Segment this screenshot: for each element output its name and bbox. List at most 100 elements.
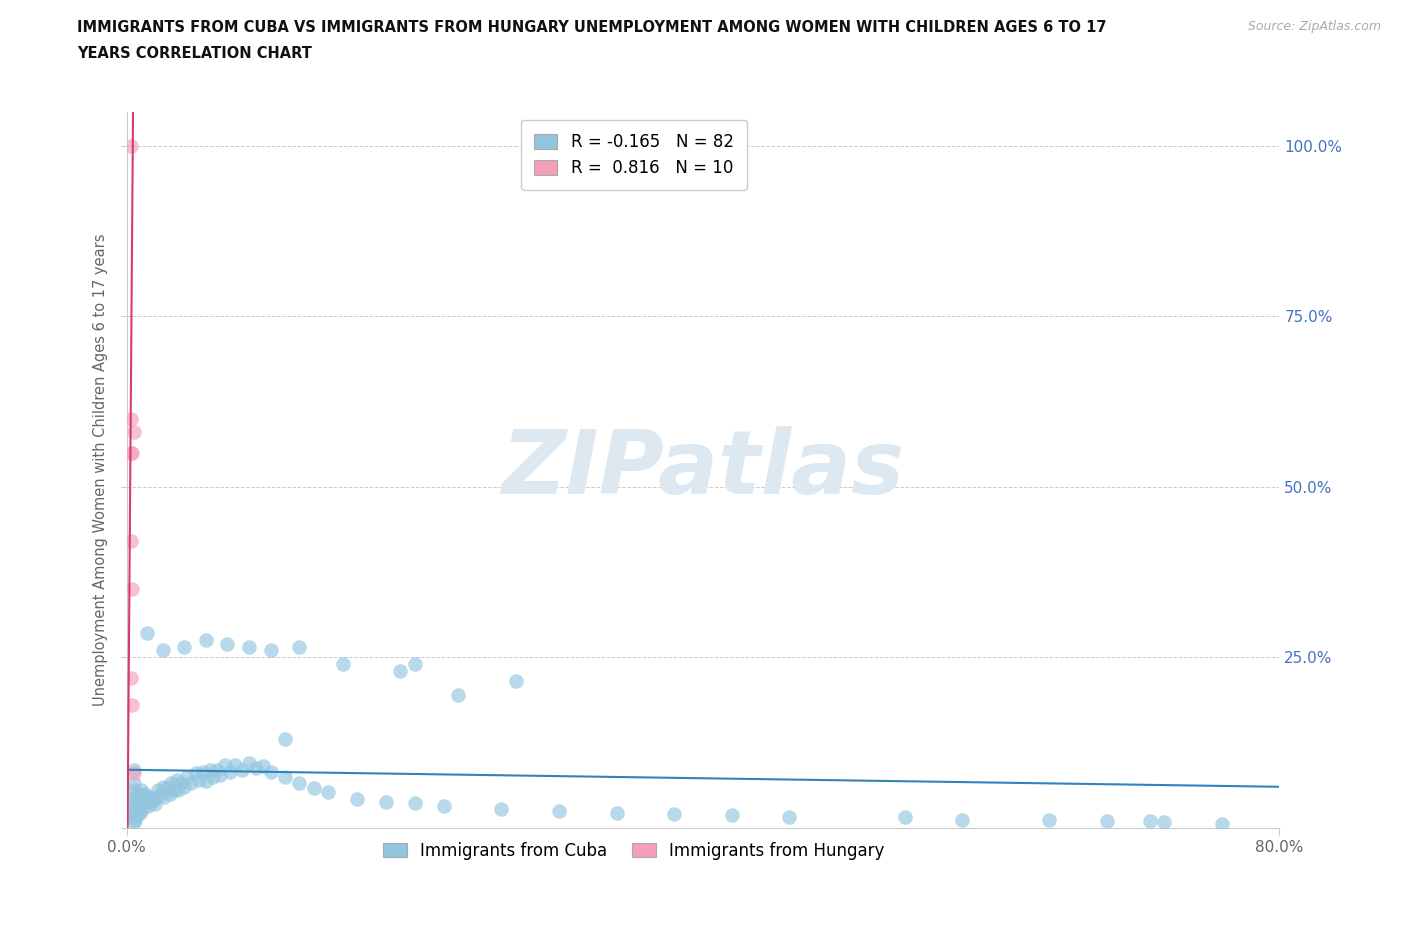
Point xyxy=(124,790,146,804)
Point xyxy=(136,799,159,814)
Point xyxy=(122,425,145,440)
Point xyxy=(259,643,281,658)
Point xyxy=(606,805,628,820)
Text: YEARS CORRELATION CHART: YEARS CORRELATION CHART xyxy=(77,46,312,61)
Point xyxy=(184,765,207,780)
Point xyxy=(259,764,281,779)
Point xyxy=(288,640,311,655)
Point xyxy=(664,806,686,821)
Point xyxy=(120,139,142,153)
Point xyxy=(139,794,162,809)
Text: IMMIGRANTS FROM CUBA VS IMMIGRANTS FROM HUNGARY UNEMPLOYMENT AMONG WOMEN WITH CH: IMMIGRANTS FROM CUBA VS IMMIGRANTS FROM … xyxy=(77,20,1107,35)
Point xyxy=(217,636,239,651)
Point xyxy=(135,626,157,641)
Point xyxy=(173,779,195,794)
Point xyxy=(125,808,148,823)
Point xyxy=(1095,814,1118,829)
Point xyxy=(274,732,297,747)
Point xyxy=(214,758,236,773)
Y-axis label: Unemployment Among Women with Children Ages 6 to 17 years: Unemployment Among Women with Children A… xyxy=(93,233,108,706)
Point xyxy=(404,657,426,671)
Point xyxy=(131,788,153,803)
Point xyxy=(120,411,142,426)
Point xyxy=(245,760,267,775)
Point xyxy=(148,783,170,798)
Point xyxy=(1153,815,1175,830)
Point xyxy=(121,581,143,596)
Point xyxy=(122,815,145,830)
Point xyxy=(779,810,801,825)
Point xyxy=(505,673,527,688)
Point xyxy=(120,671,142,685)
Point xyxy=(129,793,152,808)
Point xyxy=(491,801,513,816)
Point xyxy=(447,687,470,702)
Point xyxy=(302,780,325,795)
Point xyxy=(122,765,145,780)
Point xyxy=(127,791,149,806)
Point xyxy=(1211,817,1233,831)
Point xyxy=(209,767,232,782)
Point xyxy=(389,663,412,678)
Point xyxy=(191,764,214,779)
Point xyxy=(374,794,398,809)
Point xyxy=(288,776,311,790)
Point xyxy=(548,804,571,818)
Point xyxy=(122,793,145,808)
Point xyxy=(125,786,148,801)
Point xyxy=(131,799,153,814)
Point xyxy=(173,640,195,655)
Point xyxy=(132,790,155,805)
Point xyxy=(156,780,179,795)
Point xyxy=(121,445,143,460)
Point xyxy=(252,759,274,774)
Point xyxy=(129,804,152,818)
Point xyxy=(124,800,146,815)
Point xyxy=(153,790,176,804)
Point xyxy=(149,788,172,803)
Point xyxy=(135,793,157,808)
Point xyxy=(129,783,152,798)
Point xyxy=(433,799,456,814)
Point xyxy=(950,812,973,827)
Point xyxy=(145,796,166,811)
Point xyxy=(122,806,145,821)
Point xyxy=(180,776,202,790)
Text: ZIPatlas: ZIPatlas xyxy=(502,426,904,513)
Point xyxy=(346,791,368,806)
Point xyxy=(274,769,297,784)
Point xyxy=(122,776,145,790)
Point xyxy=(207,763,229,777)
Point xyxy=(163,783,186,798)
Point xyxy=(224,758,246,773)
Point xyxy=(198,763,221,777)
Point xyxy=(1139,814,1161,829)
Point xyxy=(152,779,174,794)
Point xyxy=(194,632,217,647)
Point xyxy=(404,796,426,811)
Point xyxy=(141,793,163,808)
Point xyxy=(231,763,253,777)
Point xyxy=(166,773,188,788)
Point xyxy=(187,773,209,788)
Point xyxy=(122,800,145,815)
Point xyxy=(720,808,742,823)
Point xyxy=(121,698,143,712)
Point xyxy=(125,796,148,811)
Point xyxy=(134,786,156,801)
Point xyxy=(238,640,260,655)
Text: Source: ZipAtlas.com: Source: ZipAtlas.com xyxy=(1247,20,1381,33)
Point xyxy=(176,769,198,784)
Point xyxy=(138,790,160,804)
Point xyxy=(170,776,193,790)
Point xyxy=(122,783,145,798)
Point xyxy=(152,643,174,658)
Point xyxy=(120,445,142,460)
Point xyxy=(160,776,183,790)
Legend: Immigrants from Cuba, Immigrants from Hungary: Immigrants from Cuba, Immigrants from Hu… xyxy=(370,829,897,873)
Point xyxy=(318,785,340,800)
Point xyxy=(124,812,146,827)
Point xyxy=(332,657,354,671)
Point xyxy=(194,774,217,789)
Point xyxy=(202,769,225,784)
